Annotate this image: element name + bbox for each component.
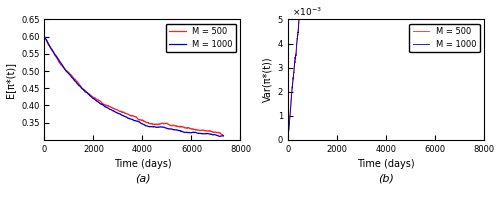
M = 500 [109, 107, 115, 109]
M = 1000 [285, 139, 291, 141]
X-axis label: Time (days): Time (days) [357, 159, 414, 169]
M = 1000 [164, 127, 170, 130]
M = 1000 [141, 124, 147, 126]
M = 1000 [217, 135, 223, 138]
Line: M = 1000: M = 1000 [288, 0, 467, 140]
M = 500 [141, 120, 147, 122]
Text: (a): (a) [134, 173, 150, 183]
Line: M = 500: M = 500 [288, 0, 467, 140]
M = 500 [220, 134, 226, 137]
X-axis label: Time (days): Time (days) [114, 159, 172, 169]
Y-axis label: Var(π*(t)): Var(π*(t)) [262, 57, 272, 102]
M = 1000 [88, 96, 94, 98]
M = 1000 [93, 100, 99, 102]
Legend: M = 500, M = 1000: M = 500, M = 1000 [166, 24, 236, 52]
M = 500 [164, 123, 170, 125]
Legend: M = 500, M = 1000: M = 500, M = 1000 [409, 24, 480, 52]
M = 500 [285, 139, 291, 141]
M = 500 [93, 98, 99, 100]
M = 500 [92, 97, 98, 99]
M = 1000 [42, 35, 48, 38]
M = 1000 [109, 109, 115, 111]
Y-axis label: E[π*(t)]: E[π*(t)] [6, 62, 16, 98]
Text: (b): (b) [378, 173, 394, 183]
M = 500 [88, 95, 94, 97]
Text: $\times10^{-3}$: $\times10^{-3}$ [292, 6, 322, 18]
Line: M = 500: M = 500 [44, 37, 224, 136]
Line: M = 1000: M = 1000 [44, 37, 224, 136]
M = 1000 [92, 98, 98, 101]
M = 1000 [220, 135, 226, 137]
M = 500 [42, 36, 48, 38]
